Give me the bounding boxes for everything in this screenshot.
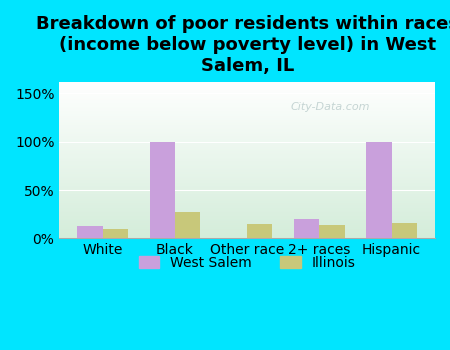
Bar	[320, 225, 345, 238]
Bar	[175, 212, 200, 238]
Bar	[247, 224, 272, 238]
Bar	[392, 223, 417, 238]
Bar	[366, 142, 392, 238]
Bar	[294, 219, 320, 238]
Bar	[150, 142, 175, 238]
Text: City-Data.com: City-Data.com	[290, 102, 369, 112]
Legend: West Salem, Illinois: West Salem, Illinois	[133, 250, 361, 275]
Bar	[77, 226, 103, 238]
Bar	[103, 229, 128, 238]
Title: Breakdown of poor residents within races
(income below poverty level) in West
Sa: Breakdown of poor residents within races…	[36, 15, 450, 75]
